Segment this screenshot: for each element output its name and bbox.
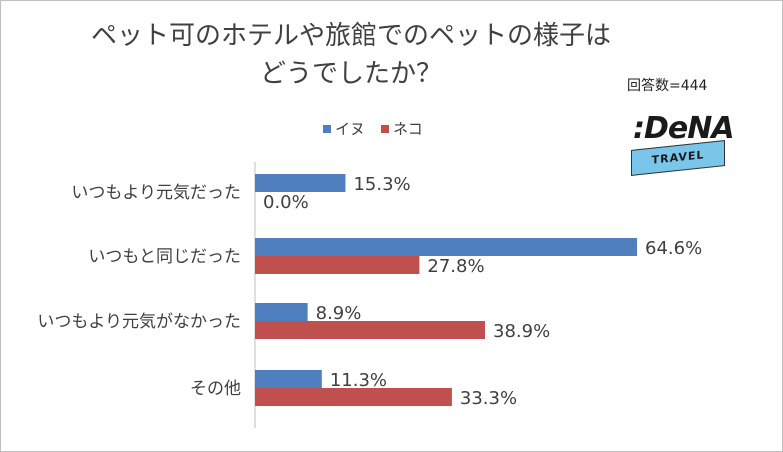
data-label-cat-0: 0.0% xyxy=(263,192,309,213)
data-label-cat-2: 38.9% xyxy=(493,321,550,342)
bar-cat-3 xyxy=(255,388,452,406)
bar-cat-1 xyxy=(255,256,420,274)
legend-item-cat: ネコ xyxy=(381,118,423,139)
data-label-cat-1: 27.8% xyxy=(427,256,484,277)
cat-label-less-energetic: いつもより元気がなかった xyxy=(37,312,241,332)
cat-label-more-energetic: いつもより元気だった xyxy=(71,183,241,203)
legend-label-cat: ネコ xyxy=(393,120,423,138)
chart-legend: イヌ ネコ xyxy=(323,118,423,139)
dena-travel-logo: :DeNA TRAVEL xyxy=(627,111,735,176)
bar-dog-3 xyxy=(255,370,322,388)
data-label-dog-3: 11.3% xyxy=(330,370,387,391)
cat-label-same: いつもと同じだった xyxy=(88,247,241,267)
legend-label-dog: イヌ xyxy=(335,120,366,138)
legend-swatch-dog xyxy=(323,124,331,133)
bar-dog-2 xyxy=(255,303,308,321)
bar-dog-0 xyxy=(255,174,346,192)
cat-label-other: その他 xyxy=(190,379,241,399)
chart-title-line2: どうでしたか？ xyxy=(259,59,442,89)
data-label-dog-0: 15.3% xyxy=(353,174,410,195)
data-label-cat-3: 33.3% xyxy=(460,388,517,409)
data-label-dog-1: 64.6% xyxy=(645,238,702,259)
respondent-count: 回答数=444 xyxy=(627,78,708,94)
chart-title-line1: ペット可のホテルや旅館でのペットの様子は xyxy=(90,21,611,51)
legend-item-dog: イヌ xyxy=(323,118,365,139)
legend-swatch-cat xyxy=(381,124,390,133)
bar-cat-2 xyxy=(255,321,486,339)
data-label-dog-2: 8.9% xyxy=(316,303,362,324)
bar-dog-1 xyxy=(255,238,637,256)
